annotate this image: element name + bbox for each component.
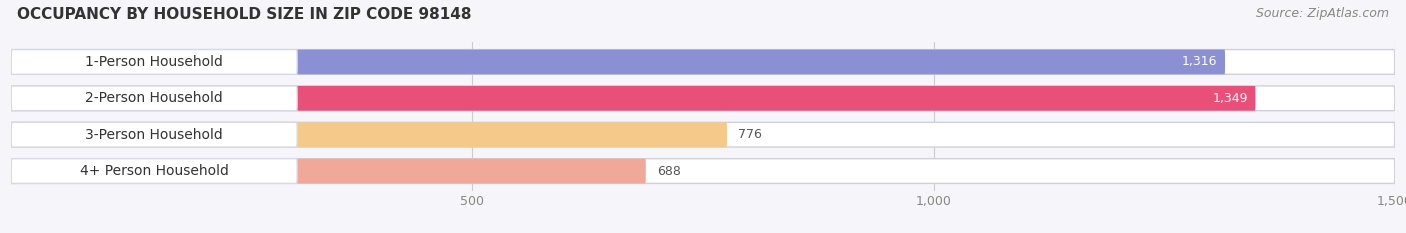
FancyBboxPatch shape	[11, 122, 297, 147]
Text: 1,349: 1,349	[1212, 92, 1249, 105]
Text: 4+ Person Household: 4+ Person Household	[80, 164, 229, 178]
Text: 1,316: 1,316	[1182, 55, 1218, 69]
Text: OCCUPANCY BY HOUSEHOLD SIZE IN ZIP CODE 98148: OCCUPANCY BY HOUSEHOLD SIZE IN ZIP CODE …	[17, 7, 471, 22]
FancyBboxPatch shape	[11, 50, 1225, 74]
FancyBboxPatch shape	[11, 122, 1395, 147]
FancyBboxPatch shape	[11, 122, 727, 147]
Text: 2-Person Household: 2-Person Household	[86, 91, 224, 105]
FancyBboxPatch shape	[11, 159, 297, 183]
FancyBboxPatch shape	[11, 86, 1395, 111]
Text: 776: 776	[738, 128, 762, 141]
Text: Source: ZipAtlas.com: Source: ZipAtlas.com	[1256, 7, 1389, 20]
Text: 1-Person Household: 1-Person Household	[86, 55, 224, 69]
Text: 3-Person Household: 3-Person Household	[86, 128, 224, 142]
FancyBboxPatch shape	[11, 86, 1256, 111]
FancyBboxPatch shape	[11, 159, 1395, 183]
FancyBboxPatch shape	[11, 50, 1395, 74]
FancyBboxPatch shape	[11, 50, 297, 74]
FancyBboxPatch shape	[11, 86, 297, 111]
FancyBboxPatch shape	[11, 159, 645, 183]
Text: 688: 688	[657, 164, 681, 178]
